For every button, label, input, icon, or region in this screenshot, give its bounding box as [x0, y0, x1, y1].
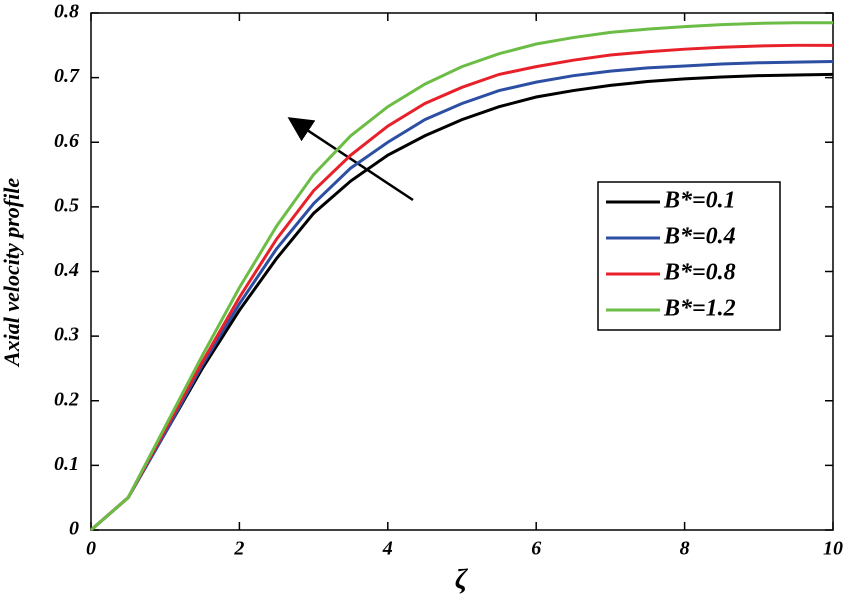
legend-box — [597, 181, 781, 331]
legend: B*=0.1 B*=0.4 B*=0.8 B*=1.2 — [597, 181, 781, 331]
y-tick-label: 0.8 — [54, 1, 79, 23]
y-tick-label: 0.5 — [54, 194, 79, 216]
y-tick-label: 0.4 — [54, 259, 79, 281]
y-tick-label: 0.3 — [54, 324, 79, 346]
legend-label: B*=0.1 — [663, 188, 736, 214]
x-tick-label: 0 — [86, 538, 96, 560]
y-tick-label: 0.6 — [54, 130, 79, 152]
x-tick-label: 2 — [233, 538, 244, 560]
line-series — [90, 72, 834, 532]
arrow — [287, 117, 414, 202]
x-tick-label: 10 — [823, 538, 843, 560]
legend-label: B*=1.2 — [663, 296, 736, 322]
line-series — [90, 43, 833, 532]
legend-label: B*=0.8 — [663, 260, 736, 286]
legend-label: B*=0.4 — [663, 224, 736, 250]
line-series — [90, 21, 833, 532]
x-axis-label: ζ — [455, 564, 469, 595]
line-series — [90, 59, 834, 532]
x-tick-label: 6 — [531, 538, 541, 560]
x-tick-label: 8 — [680, 538, 690, 560]
y-tick-label: 0.2 — [54, 388, 79, 410]
x-tick-label: 4 — [382, 538, 393, 560]
y-tick-label: 0 — [69, 518, 79, 540]
y-tick-label: 0.7 — [54, 65, 80, 87]
y-axis-label: Axial velocity profile — [0, 178, 24, 368]
y-tick-label: 0.1 — [54, 453, 79, 475]
